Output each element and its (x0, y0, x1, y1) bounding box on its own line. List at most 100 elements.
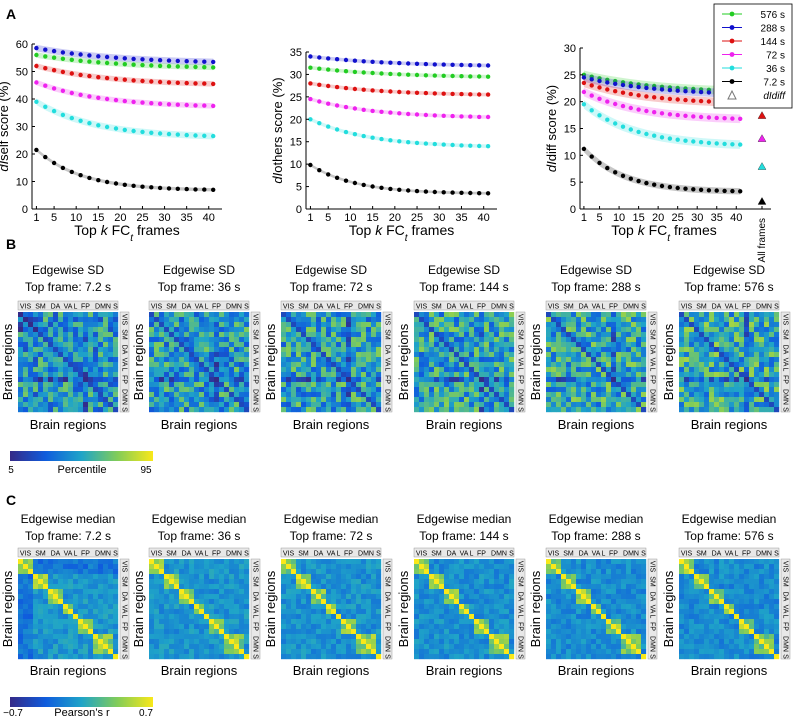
heatmap-cell (306, 317, 312, 323)
heatmap-cell (606, 367, 612, 373)
heatmap-cell (149, 644, 155, 650)
data-point-72s-14 (157, 101, 163, 107)
y-tick-label: 25 (564, 70, 576, 82)
heatmap-cell (504, 624, 510, 630)
heatmap-cell (48, 367, 54, 373)
network-label-right: L (782, 368, 789, 372)
heatmap-cell (566, 559, 572, 565)
network-label-right: DMN (121, 636, 128, 652)
data-point-72s-20 (211, 187, 216, 192)
heatmap-cell (38, 397, 44, 403)
heatmap-cell (479, 644, 485, 650)
heatmap-cell (28, 619, 34, 625)
heatmap-cell (73, 594, 79, 600)
heatmap-cell (214, 352, 220, 358)
data-point-36s-2 (597, 113, 602, 118)
data-point-72s-13 (423, 112, 429, 118)
data-point-144s-8 (379, 88, 384, 94)
heatmap-cell (641, 569, 647, 575)
heatmap-cell (551, 584, 557, 590)
heatmap-cell (63, 564, 69, 570)
heatmap-cell (479, 649, 485, 655)
heatmap-cell (316, 614, 322, 620)
network-label-top: DA (182, 551, 192, 558)
x-axis-title-part: FC (382, 222, 405, 238)
heatmap-cell (336, 392, 342, 398)
heatmap-cell (641, 317, 647, 323)
heatmap-cell (311, 317, 317, 323)
heatmap-cell (189, 609, 195, 615)
heatmap-cell (444, 609, 450, 615)
heatmap-cell (586, 407, 592, 413)
heatmap-cell (434, 342, 440, 348)
data-point-288s-0 (34, 45, 39, 51)
heatmap-cell (596, 397, 602, 403)
heatmap-cell (626, 559, 632, 565)
heatmap-cell (209, 644, 215, 650)
heatmap-cell (53, 367, 59, 373)
heatmap-cell (434, 372, 440, 378)
heatmap-cell (194, 387, 200, 393)
heatmap-cell (484, 397, 490, 403)
heatmap-cell (356, 644, 362, 650)
data-point-576s-7 (370, 70, 375, 76)
heatmap-cell (464, 599, 470, 605)
heatmap-cell (113, 352, 119, 358)
heatmap-cell (641, 352, 647, 358)
heatmap-cell (774, 322, 780, 328)
heatmap-cell (316, 649, 322, 655)
data-point-288s-16 (175, 58, 180, 64)
data-point-72s-12 (140, 184, 145, 189)
heatmap-cell (194, 639, 200, 645)
heatmap-cell (73, 649, 79, 655)
heatmap-cell (509, 604, 515, 610)
heatmap-cell (566, 322, 572, 328)
heatmap-cell (194, 357, 200, 363)
heatmap-cell (103, 347, 109, 353)
heatmap-cell (601, 402, 607, 408)
heatmap-cell (83, 654, 89, 660)
heatmap-xlabel: Brain regions (30, 663, 107, 678)
data-point-288s-6 (361, 59, 366, 64)
heatmap-cell (361, 634, 367, 640)
heatmap-cell (209, 594, 215, 600)
data-point-288s-6 (628, 83, 633, 89)
heatmap-cell (626, 574, 632, 580)
heatmap-cell (93, 397, 99, 403)
heatmap-cell (774, 387, 780, 393)
heatmap-cell (179, 387, 185, 393)
heatmap-cell (326, 407, 332, 413)
heatmap-cell (489, 387, 495, 393)
heatmap-cell (108, 352, 114, 358)
heatmap-cell (351, 619, 357, 625)
heatmap-cell (479, 312, 485, 318)
heatmap-cell (474, 332, 480, 338)
heatmap-cell (98, 387, 104, 393)
heatmap-cell (371, 579, 377, 585)
heatmap-cell (306, 322, 312, 328)
heatmap-cell (631, 367, 637, 373)
heatmap-cell (371, 372, 377, 378)
heatmap-cell (489, 347, 495, 353)
heatmap-cell (546, 342, 552, 348)
heatmap-cell (484, 584, 490, 590)
heatmap-cell (744, 387, 750, 393)
heatmap-cell (566, 402, 572, 408)
heatmap-cell (641, 342, 647, 348)
heatmap-cell (296, 397, 302, 403)
heatmap-cell (499, 624, 505, 630)
heatmap-cell (509, 337, 515, 343)
heatmap-cell (449, 644, 455, 650)
heatmap-cell (224, 327, 230, 333)
heatmap-cell (356, 624, 362, 630)
heatmap-cell (43, 337, 49, 343)
heatmap-cell (704, 352, 710, 358)
heatmap-cell (204, 362, 210, 368)
data-point-144s-14 (691, 98, 696, 103)
heatmap-cell (63, 402, 69, 408)
heatmap-cell (174, 352, 180, 358)
heatmap-cell (494, 574, 500, 580)
heatmap-cell (724, 362, 730, 368)
heatmap-cell (571, 584, 577, 590)
data-point-288s-12 (140, 57, 145, 62)
